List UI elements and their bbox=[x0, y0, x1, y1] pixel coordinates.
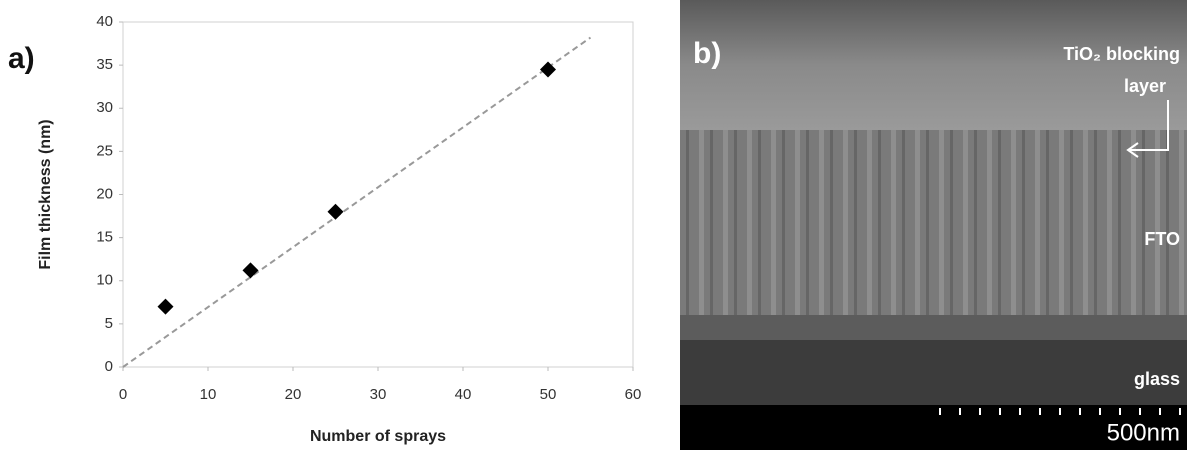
glass-region bbox=[680, 340, 1187, 405]
y-tick-label: 15 bbox=[96, 229, 113, 246]
y-tick-label: 10 bbox=[96, 272, 113, 289]
glass-label: glass bbox=[1134, 369, 1180, 389]
x-tick-label: 0 bbox=[119, 386, 127, 403]
y-tick-label: 35 bbox=[96, 56, 113, 73]
y-tick-label: 0 bbox=[105, 358, 113, 375]
scale-band bbox=[680, 405, 1187, 450]
x-tick-label: 20 bbox=[285, 386, 302, 403]
arrow bbox=[1126, 100, 1169, 158]
fto-label: FTO bbox=[1144, 229, 1180, 249]
panel-label: a) bbox=[8, 42, 35, 75]
y-tick-label: 40 bbox=[96, 13, 113, 30]
plot-border bbox=[122, 21, 634, 368]
x-tick-label: 40 bbox=[455, 386, 472, 403]
scale-bar-label: 500nm bbox=[1107, 419, 1180, 446]
point bbox=[242, 262, 259, 279]
tio2-region bbox=[680, 0, 1187, 130]
trendline bbox=[122, 36, 592, 368]
layer-label: layer bbox=[1124, 76, 1166, 96]
x-tick-label: 50 bbox=[540, 386, 557, 403]
y-tick-label: 20 bbox=[96, 185, 113, 202]
point bbox=[157, 298, 174, 315]
fto-region bbox=[680, 130, 1187, 320]
x-axis-title: Number of sprays bbox=[310, 428, 446, 445]
y-tick-label: 5 bbox=[105, 315, 113, 332]
scale-ticks bbox=[939, 408, 1181, 415]
x-tick-label: 30 bbox=[370, 386, 387, 403]
y-tick-label: 30 bbox=[96, 99, 113, 116]
interface-region bbox=[680, 315, 1187, 340]
x-tick-label: 10 bbox=[200, 386, 217, 403]
x-tick-label: 60 bbox=[625, 386, 642, 403]
layer-label: TiO₂ blocking bbox=[1063, 44, 1180, 64]
panel-label: b) bbox=[693, 37, 721, 70]
sem-image: 500nm b) TiO₂ blocking layer FTO glass bbox=[680, 0, 1187, 450]
y-axis-title: Film thickness (nm) bbox=[37, 119, 54, 269]
point bbox=[327, 203, 344, 220]
y-tick-label: 25 bbox=[96, 142, 113, 159]
point bbox=[540, 61, 556, 78]
